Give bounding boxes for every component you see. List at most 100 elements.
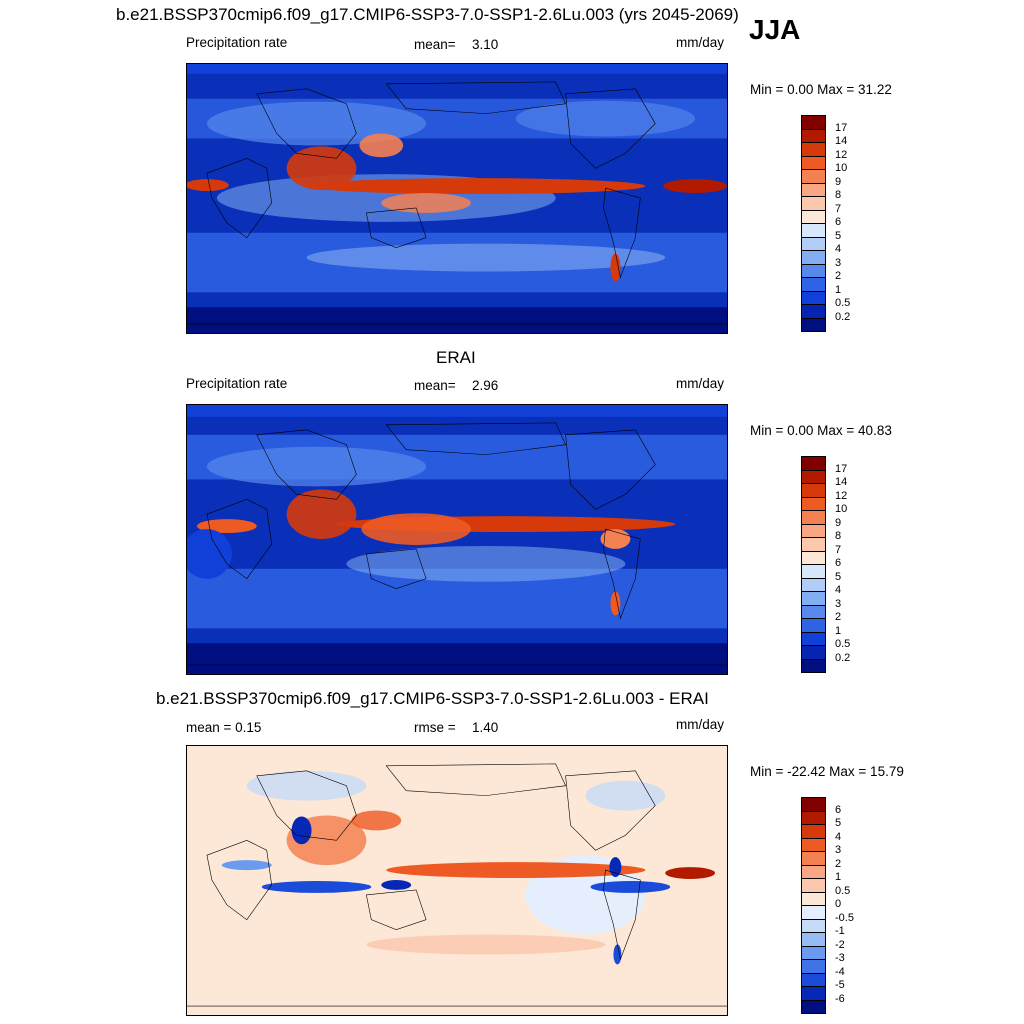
colorbar-swatch bbox=[801, 932, 826, 947]
colorbar-tick-label: -0.5 bbox=[835, 911, 854, 924]
colorbar-tick-label: -6 bbox=[835, 992, 845, 1005]
colorbar-tick-label: 7 bbox=[835, 202, 842, 215]
colorbar-swatch bbox=[801, 537, 826, 552]
colorbar-swatch bbox=[801, 236, 826, 251]
colorbar-swatch bbox=[801, 810, 826, 825]
colorbar-swatch bbox=[801, 618, 826, 633]
panel2-title: ERAI bbox=[436, 348, 476, 367]
colorbar-tick-label: -5 bbox=[835, 979, 845, 991]
colorbar-swatch bbox=[801, 155, 826, 170]
colorbar-swatch bbox=[801, 469, 826, 484]
colorbar-tick-label: -1 bbox=[835, 925, 845, 937]
colorbar-swatch bbox=[801, 169, 826, 184]
colorbar-swatch bbox=[801, 999, 826, 1014]
colorbar-swatch bbox=[801, 196, 826, 211]
colorbar-tick-label: 7 bbox=[835, 543, 842, 556]
colorbar-tick-label: 2 bbox=[835, 611, 842, 623]
panel3-minmax: Min = -22.42 Max = 15.79 bbox=[750, 764, 904, 779]
colorbar-swatch bbox=[801, 986, 826, 1001]
colorbar-tick-label: 8 bbox=[835, 189, 842, 201]
colorbar-swatch bbox=[801, 645, 826, 660]
colorbar-tick-label: 5 bbox=[835, 229, 842, 242]
colorbar-tick-label: 3 bbox=[835, 597, 842, 610]
colorbar-tick-label: 4 bbox=[835, 243, 842, 255]
colorbar-swatch bbox=[801, 824, 826, 839]
colorbar-tick-label: 17 bbox=[835, 121, 848, 134]
colorbar-swatch bbox=[801, 304, 826, 319]
colorbar-swatch bbox=[801, 591, 826, 606]
colorbar-tick-label: -3 bbox=[835, 952, 845, 964]
colorbar-swatch bbox=[801, 851, 826, 866]
panel3-mean: mean = 0.15 bbox=[186, 720, 262, 735]
panel2-mean-value: 2.96 bbox=[472, 378, 499, 393]
colorbar-tick-label: 4 bbox=[835, 584, 842, 596]
colorbar-swatch bbox=[801, 142, 826, 157]
colorbar-swatch bbox=[801, 577, 826, 592]
colorbar-tick-label: 6 bbox=[835, 803, 842, 816]
colorbar-tick-label: 2 bbox=[835, 270, 842, 282]
colorbar-swatch bbox=[801, 604, 826, 619]
colorbar-swatch bbox=[801, 523, 826, 538]
panel2-mean-label: mean= bbox=[414, 378, 456, 393]
colorbar-swatch bbox=[801, 277, 826, 292]
colorbar-swatch bbox=[801, 550, 826, 565]
colorbar-swatch bbox=[801, 864, 826, 879]
colorbar-swatch bbox=[801, 918, 826, 933]
colorbar-tick-label: 17 bbox=[835, 462, 848, 475]
colorbar-tick-label: 9 bbox=[835, 175, 842, 188]
colorbar-swatch bbox=[801, 263, 826, 278]
colorbar-swatch bbox=[801, 456, 826, 471]
colorbar-tick-label: 6 bbox=[835, 557, 842, 569]
colorbar-swatch bbox=[801, 972, 826, 987]
colorbar-swatch bbox=[801, 317, 826, 332]
colorbar-tick-label: 3 bbox=[835, 256, 842, 269]
colorbar-swatch bbox=[801, 797, 826, 812]
panel1-units: mm/day bbox=[676, 35, 725, 50]
panel2-map bbox=[186, 404, 728, 675]
colorbar-swatch bbox=[801, 837, 826, 852]
panel1-mean-label: mean= bbox=[414, 37, 456, 52]
panel3-map bbox=[186, 745, 728, 1016]
colorbar-tick-label: 12 bbox=[835, 489, 848, 502]
colorbar-swatch bbox=[801, 564, 826, 579]
colorbar-tick-label: 14 bbox=[835, 476, 848, 488]
colorbar-tick-label: 12 bbox=[835, 148, 848, 161]
panel3-rmse-value: 1.40 bbox=[472, 720, 499, 735]
colorbar-swatch bbox=[801, 115, 826, 130]
colorbar-swatch bbox=[801, 945, 826, 960]
colorbar-swatch bbox=[801, 250, 826, 265]
colorbar-tick-label: -2 bbox=[835, 938, 845, 951]
colorbar-tick-label: -4 bbox=[835, 965, 845, 978]
colorbar-tick-label: 4 bbox=[835, 830, 842, 843]
colorbar-tick-label: 14 bbox=[835, 135, 848, 147]
colorbar-swatch bbox=[801, 182, 826, 197]
colorbar-swatch bbox=[801, 658, 826, 673]
colorbar-tick-label: 0.2 bbox=[835, 310, 851, 323]
panel1-mean-value: 3.10 bbox=[472, 37, 499, 52]
colorbar-tick-label: 1 bbox=[835, 624, 842, 637]
panel1-title: b.e21.BSSP370cmip6.f09_g17.CMIP6-SSP3-7.… bbox=[116, 5, 739, 24]
panel2-units: mm/day bbox=[676, 376, 725, 391]
season-label: JJA bbox=[749, 14, 801, 45]
panel3-units: mm/day bbox=[676, 717, 725, 732]
colorbar-tick-label: 2 bbox=[835, 857, 842, 870]
colorbar-tick-label: 0 bbox=[835, 898, 842, 910]
colorbar-swatch bbox=[801, 496, 826, 511]
panel2-variable-label: Precipitation rate bbox=[186, 376, 288, 391]
colorbar-swatch bbox=[801, 223, 826, 238]
colorbar-tick-label: 0.5 bbox=[835, 884, 851, 897]
colorbar-tick-label: 10 bbox=[835, 162, 848, 174]
colorbar-swatch bbox=[801, 891, 826, 906]
colorbar-tick-label: 8 bbox=[835, 530, 842, 542]
colorbar-tick-label: 5 bbox=[835, 817, 842, 829]
colorbar-swatch bbox=[801, 483, 826, 498]
colorbar-tick-label: 0.5 bbox=[835, 638, 851, 650]
colorbar-swatch bbox=[801, 290, 826, 305]
panel2-minmax: Min = 0.00 Max = 40.83 bbox=[750, 423, 892, 438]
colorbar-tick-label: 9 bbox=[835, 516, 842, 529]
colorbar-swatch bbox=[801, 959, 826, 974]
colorbar-tick-label: 5 bbox=[835, 570, 842, 583]
colorbar-tick-label: 0.2 bbox=[835, 651, 851, 664]
colorbar-tick-label: 1 bbox=[835, 283, 842, 296]
panel1-minmax: Min = 0.00 Max = 31.22 bbox=[750, 82, 892, 97]
